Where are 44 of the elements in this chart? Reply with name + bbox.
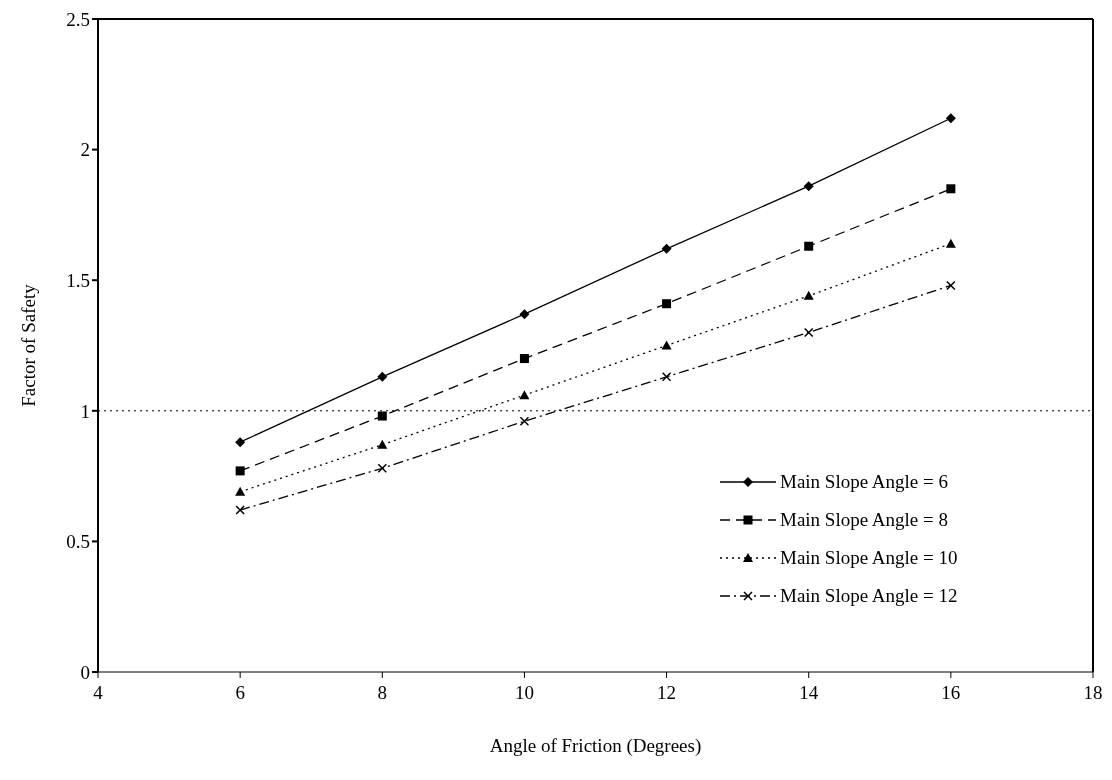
x-tick-label: 4 (93, 682, 104, 704)
x-tick-label: 14 (799, 682, 819, 704)
point (235, 437, 246, 448)
point (803, 327, 814, 338)
point (377, 371, 388, 382)
point (235, 505, 245, 515)
x-tick-label: 10 (514, 682, 534, 704)
point (662, 299, 672, 309)
point (661, 372, 672, 382)
point (377, 439, 388, 449)
point (946, 280, 956, 291)
legend-label: Main Slope Angle = 6 (780, 471, 948, 493)
y-tick-label: 2 (80, 139, 90, 161)
point (519, 309, 530, 320)
y-tick-label: 0.5 (66, 531, 90, 553)
point (803, 181, 814, 192)
legend-label: Main Slope Angle = 8 (780, 509, 948, 531)
y-tick-label: 0 (80, 661, 90, 683)
point (377, 411, 387, 421)
point (661, 340, 672, 350)
point (946, 184, 956, 194)
x-tick-label: 6 (235, 682, 245, 704)
y-tick-label: 1.5 (66, 269, 90, 291)
x-tick-label: 18 (1083, 682, 1103, 704)
x-tick-label: 16 (941, 682, 961, 704)
x-axis-title: Angle of Friction (Degrees) (489, 735, 702, 757)
x-tick-label: 8 (377, 682, 388, 704)
point (235, 486, 246, 496)
x-tick-label: 12 (657, 682, 677, 704)
legend-label: Main Slope Angle = 10 (780, 547, 958, 569)
point (519, 390, 530, 400)
y-axis-title: Factor of Safety (17, 283, 39, 407)
point (377, 463, 388, 474)
y-tick-label: 2.5 (66, 8, 90, 30)
point (945, 238, 956, 248)
point (661, 243, 672, 254)
point (803, 290, 814, 300)
point (519, 416, 530, 426)
y-tick-label: 1 (80, 400, 90, 422)
point (945, 113, 956, 124)
point (235, 466, 245, 476)
point (519, 354, 529, 364)
point (804, 241, 814, 251)
legend-label: Main Slope Angle = 12 (780, 585, 958, 607)
